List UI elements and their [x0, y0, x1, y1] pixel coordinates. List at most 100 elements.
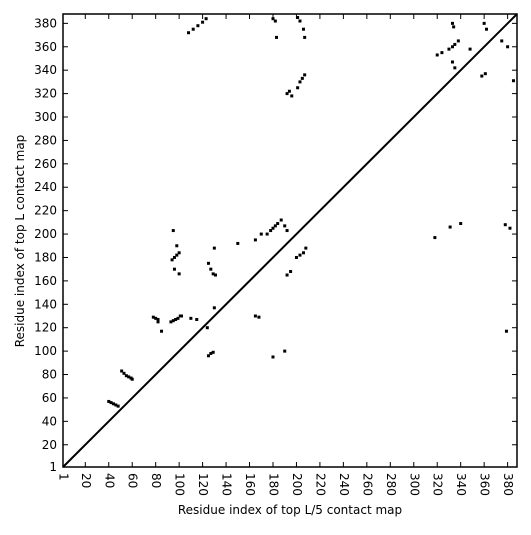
x-tick-label: 280: [384, 473, 398, 496]
contact-point: [484, 27, 488, 31]
contact-point: [303, 35, 307, 39]
x-tick-label: 20: [79, 473, 93, 488]
y-tick-label: 80: [42, 368, 57, 382]
contact-point: [296, 86, 300, 90]
contact-point: [107, 399, 111, 403]
y-tick-label: 20: [42, 438, 57, 452]
contact-point: [453, 66, 457, 70]
contact-point: [298, 253, 302, 257]
x-tick-label: 260: [360, 473, 374, 496]
contact-point: [453, 42, 457, 46]
x-tick-label: 200: [290, 473, 304, 496]
contact-point: [196, 24, 200, 28]
contact-point: [212, 306, 216, 310]
contact-point: [294, 255, 298, 259]
y-tick-label: 120: [34, 321, 57, 335]
contact-point: [236, 241, 240, 245]
contact-point: [301, 27, 305, 31]
contact-point: [290, 94, 294, 98]
y-tick-label: 360: [34, 40, 57, 54]
contact-point: [160, 329, 164, 333]
contact-point: [265, 232, 269, 236]
contact-point: [211, 272, 215, 276]
contact-point: [500, 39, 504, 43]
contact-point: [269, 229, 273, 233]
contact-point: [209, 351, 213, 355]
contact-point: [447, 47, 451, 51]
contact-point: [450, 21, 454, 25]
contact-point: [214, 273, 218, 277]
contact-point: [169, 320, 173, 324]
contact-point: [433, 236, 437, 240]
y-tick-label: 240: [34, 180, 57, 194]
contact-point: [116, 404, 120, 408]
y-tick-label: 40: [42, 414, 57, 428]
contact-point: [130, 377, 134, 381]
contact-point: [156, 320, 160, 324]
x-tick-label: 180: [266, 473, 280, 496]
contact-point: [122, 371, 126, 375]
y-tick-label: 280: [34, 133, 57, 147]
contact-point: [506, 45, 510, 49]
contact-point: [468, 47, 472, 51]
contact-point: [211, 350, 215, 354]
contact-point: [114, 403, 118, 407]
x-tick-label: 340: [454, 473, 468, 496]
y-tick-label: 380: [34, 16, 57, 30]
contact-point: [253, 314, 257, 318]
contact-point: [287, 89, 291, 93]
contact-point: [253, 238, 257, 242]
contact-point: [452, 25, 456, 29]
contact-point: [191, 27, 195, 31]
contact-point: [177, 251, 181, 255]
contact-point: [151, 315, 155, 319]
contact-point: [201, 20, 205, 24]
contact-point: [459, 222, 463, 226]
contact-point: [435, 53, 439, 57]
contact-point: [279, 218, 283, 222]
contact-point: [271, 226, 275, 230]
x-tick-label: 320: [431, 473, 445, 496]
contact-point: [124, 374, 128, 378]
contact-point: [448, 225, 452, 229]
contact-point: [271, 355, 275, 359]
contact-point: [175, 244, 179, 248]
contact-point: [179, 314, 183, 318]
contact-point: [450, 60, 454, 64]
contact-point: [296, 16, 300, 20]
contact-point: [109, 401, 113, 405]
contact-point: [273, 224, 277, 228]
contact-point: [304, 246, 308, 250]
contact-point: [483, 72, 487, 76]
contact-point: [285, 92, 289, 96]
x-tick-label: 240: [337, 473, 351, 496]
contact-point: [174, 318, 178, 322]
y-tick-label: 100: [34, 344, 57, 358]
contact-point: [154, 316, 158, 320]
y-tick-label: 160: [34, 274, 57, 288]
contact-point: [511, 79, 515, 83]
contact-point: [206, 354, 210, 358]
x-tick-label: 160: [243, 473, 257, 496]
y-tick-label: 340: [34, 63, 57, 77]
x-tick-label: 300: [407, 473, 421, 496]
diagonal-line: [62, 13, 518, 468]
y-tick-label: 200: [34, 227, 57, 241]
contact-point: [127, 375, 131, 379]
x-tick-label: 140: [220, 473, 234, 496]
contact-point: [289, 270, 293, 274]
contact-point: [156, 318, 160, 322]
contact-point: [298, 19, 302, 23]
x-tick-label: 1: [57, 473, 71, 481]
contact-point: [482, 21, 486, 25]
contact-point: [276, 222, 280, 226]
contact-point: [171, 319, 175, 323]
x-tick-label: 380: [501, 473, 515, 496]
y-tick-label: 140: [34, 297, 57, 311]
y-tick-label: 320: [34, 87, 57, 101]
contact-point: [480, 74, 484, 78]
y-tick-label: 260: [34, 157, 57, 171]
contact-point: [298, 80, 302, 84]
contact-point: [212, 246, 216, 250]
